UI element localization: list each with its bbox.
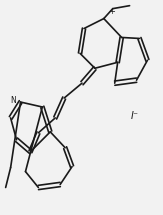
Text: N: N [10, 97, 16, 106]
Text: I⁻: I⁻ [131, 111, 139, 121]
Text: +: + [108, 8, 115, 16]
